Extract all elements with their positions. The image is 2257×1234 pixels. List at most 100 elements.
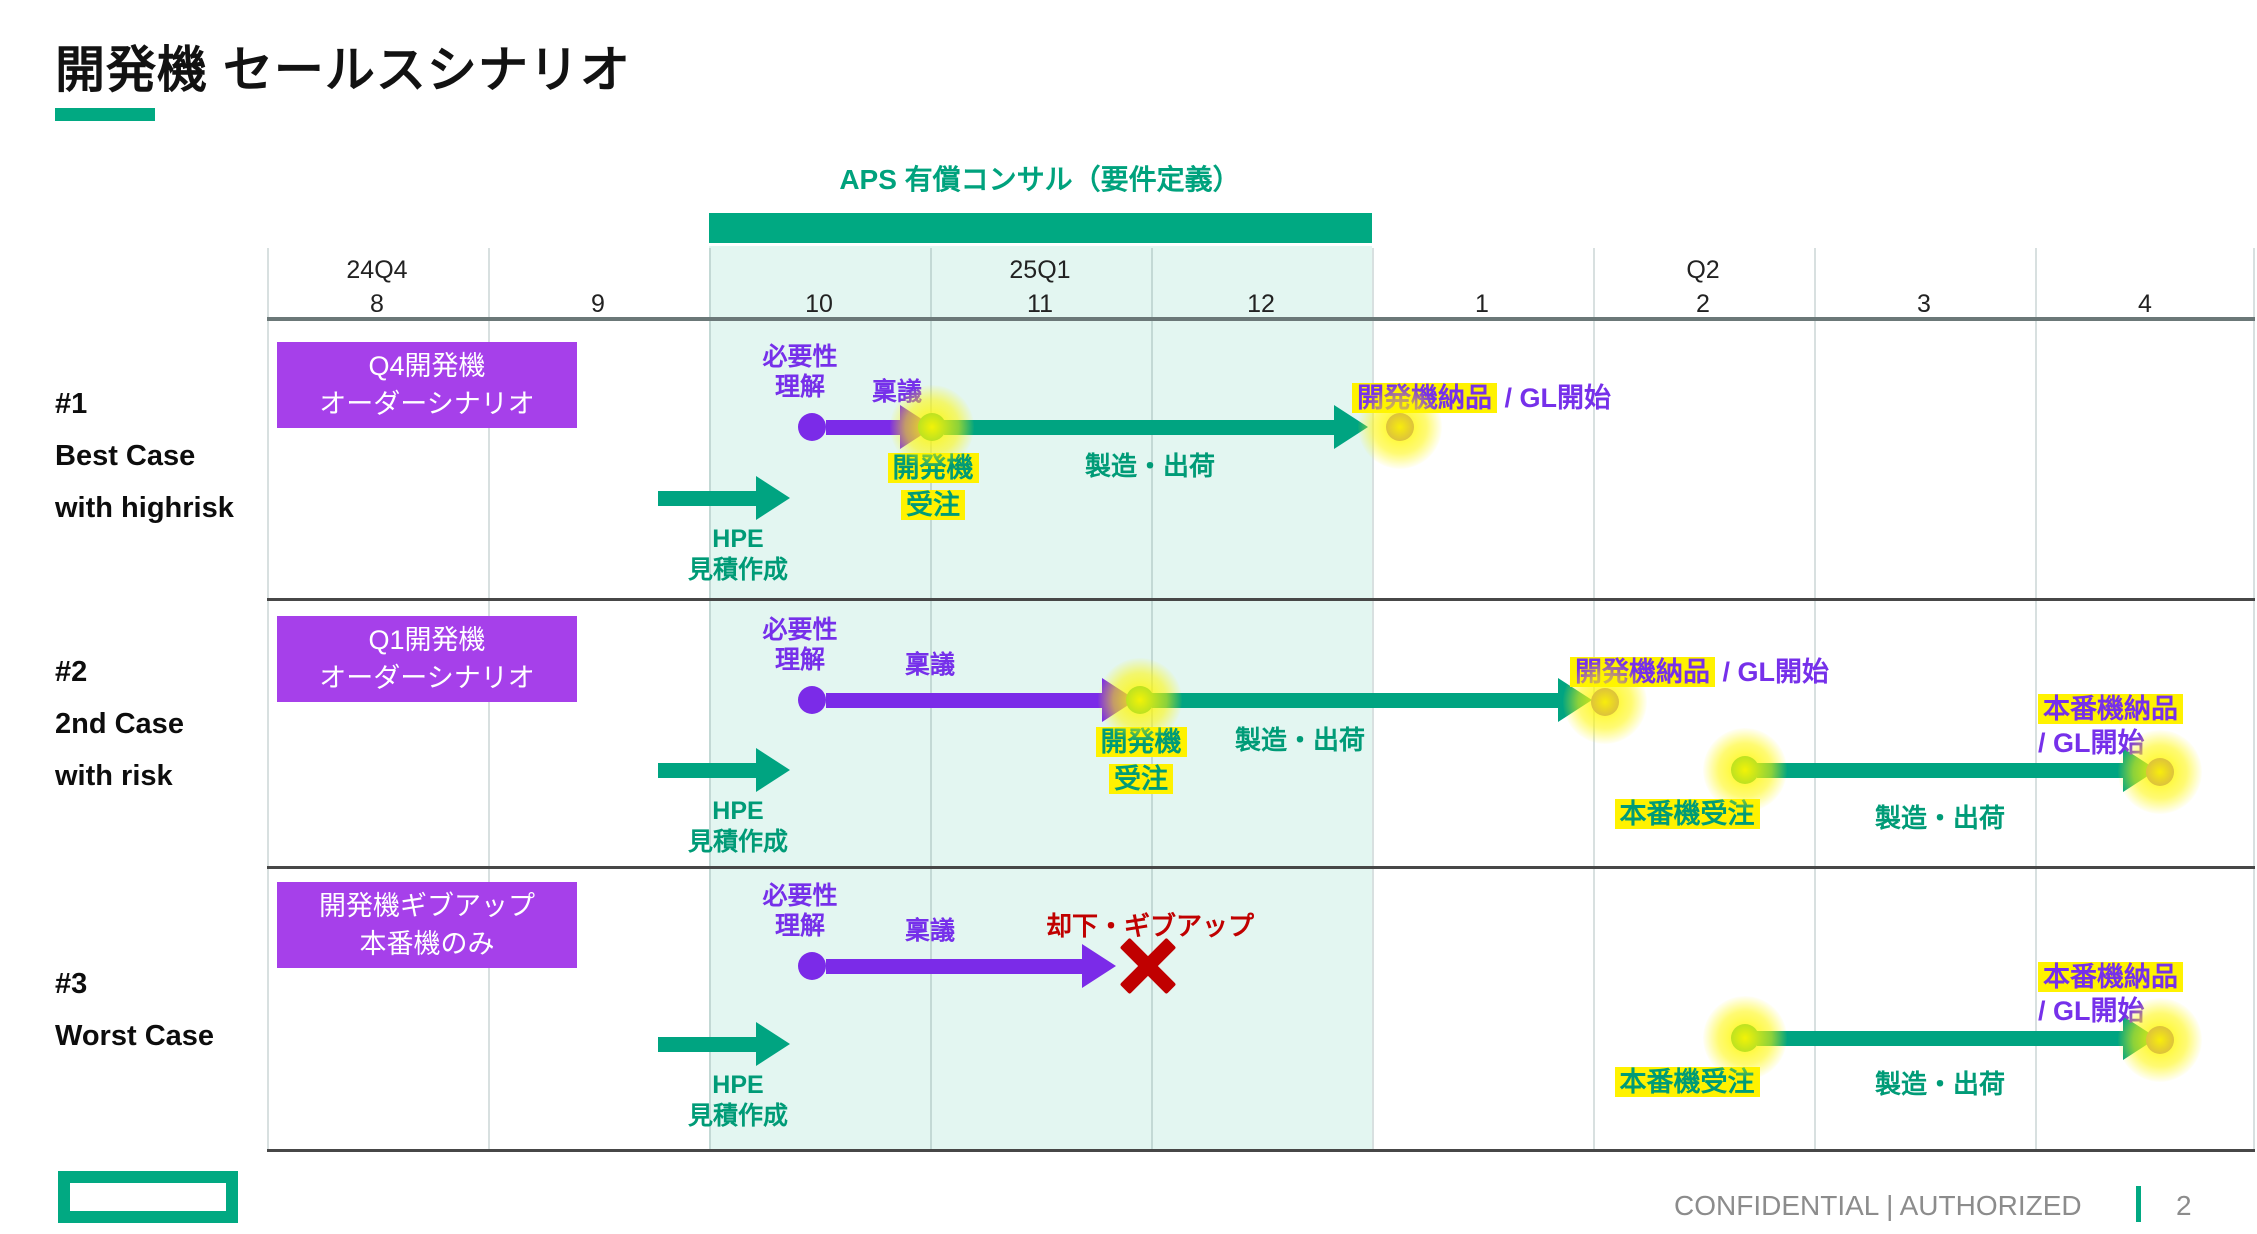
- hpe-quote-arrow: [658, 476, 790, 520]
- gridline: [2035, 248, 2037, 1150]
- approval-arrow: [826, 944, 1116, 988]
- milestone-dot-delivery: [1591, 688, 1619, 716]
- dev-order-line: 受注: [901, 490, 965, 520]
- arrow-shaft: [658, 1036, 756, 1052]
- aps-consulting-label: APS 有償コンサル（要件定義）: [839, 164, 1241, 195]
- scenario-line: 本番機のみ: [359, 929, 495, 959]
- reject-x-icon: [1120, 938, 1176, 994]
- approval-label: 稟議: [905, 917, 956, 945]
- month-label: 3: [1917, 290, 1931, 318]
- month-label: 1: [1475, 290, 1489, 318]
- arrow-shaft: [1757, 762, 2123, 778]
- milestone-dot-prod-order: [1731, 1024, 1759, 1052]
- milestone-dot-delivery: [1386, 413, 1414, 441]
- hpe-quote-label: HPE 見積作成: [648, 1070, 828, 1132]
- month-label: 12: [1247, 290, 1275, 318]
- manufacture-ship-arrow: [1152, 678, 1592, 722]
- arrow-shaft: [826, 958, 1082, 974]
- need-understanding-label: 必要性 理解: [733, 881, 867, 941]
- prod-delivery-highlight: 本番機納品: [2038, 694, 2183, 724]
- arrow-head: [756, 476, 790, 520]
- manufacture-ship-arrow: [944, 405, 1368, 449]
- row-separator: [267, 598, 2255, 601]
- need-line: 理解: [774, 646, 825, 674]
- gridline: [709, 248, 711, 1150]
- scenario-box-q4: Q4開発機 オーダーシナリオ: [277, 342, 577, 428]
- month-label: 8: [370, 290, 384, 318]
- reject-giveup-label: 却下・ギブアップ: [1045, 911, 1254, 941]
- footer-separator-bar: [2136, 1186, 2141, 1222]
- need-line: 必要性: [762, 616, 838, 644]
- need-understanding-label: 必要性 理解: [733, 342, 867, 402]
- scenario-line: 開発機ギブアップ: [319, 891, 535, 921]
- approval-arrow: [826, 678, 1136, 722]
- arrow-head: [1082, 944, 1116, 988]
- case-label-2: #2 2nd Case with risk: [55, 646, 295, 802]
- prod-delivery-highlight: 本番機納品: [2038, 962, 2183, 992]
- manufacture-ship-label: 製造・出荷: [1874, 1069, 2005, 1099]
- arrow-shaft: [1757, 1030, 2123, 1046]
- axis-baseline: [267, 317, 2255, 321]
- row-separator: [267, 866, 2255, 869]
- milestone-dot-need: [798, 413, 826, 441]
- hpe-line: HPE: [712, 1071, 764, 1099]
- scenario-line: オーダーシナリオ: [319, 663, 535, 693]
- row-separator: [267, 1149, 2255, 1152]
- gridline: [267, 248, 269, 1150]
- arrow-head: [756, 1022, 790, 1066]
- hpe-line: 見積作成: [687, 1102, 788, 1130]
- hpe-quote-label: HPE 見積作成: [648, 524, 828, 586]
- arrow-shaft: [1152, 692, 1558, 708]
- hpe-line: 見積作成: [687, 556, 788, 584]
- dev-order-line: 受注: [1109, 764, 1173, 794]
- month-label: 9: [591, 290, 605, 318]
- prod-delivery-label: 本番機納品 / GL開始: [2038, 960, 2183, 1028]
- hpe-line: 見積作成: [687, 828, 788, 856]
- milestone-dot-need: [798, 952, 826, 980]
- milestone-dot-prod-delivery: [2146, 1026, 2174, 1054]
- arrow-head: [756, 748, 790, 792]
- hpe-logo: [58, 1171, 238, 1223]
- dev-order-line: 開発機: [1095, 727, 1187, 757]
- need-line: 必要性: [762, 882, 838, 910]
- gl-start-text: / GL開始: [1715, 657, 1830, 687]
- confidential-label: CONFIDENTIAL | AUTHORIZED: [1674, 1190, 2082, 1221]
- milestone-dot-prod-order: [1731, 756, 1759, 784]
- quarter-label: 25Q1: [1009, 256, 1071, 284]
- need-understanding-label: 必要性 理解: [733, 615, 867, 675]
- scenario-box-q1: Q1開発機 オーダーシナリオ: [277, 616, 577, 702]
- gridline: [2253, 248, 2255, 1150]
- aps-consulting-period-bar: [709, 213, 1372, 243]
- case-line: Best Case: [55, 440, 196, 472]
- arrow-shaft: [826, 419, 900, 435]
- title-accent-bar: [55, 108, 155, 121]
- hpe-line: HPE: [712, 797, 764, 825]
- milestone-dot-need: [798, 686, 826, 714]
- month-label: 10: [805, 290, 833, 318]
- scenario-box-giveup: 開発機ギブアップ 本番機のみ: [277, 882, 577, 968]
- quarter-label: Q2: [1686, 256, 1720, 284]
- milestone-dot-prod-delivery: [2146, 758, 2174, 786]
- month-label: 2: [1696, 290, 1710, 318]
- milestone-dot-order: [1126, 686, 1154, 714]
- scenario-line: Q4開発機: [368, 351, 486, 381]
- case-number: #2: [55, 656, 88, 688]
- quarter-label: 24Q4: [346, 256, 408, 284]
- hpe-quote-label: HPE 見積作成: [648, 796, 828, 858]
- need-line: 必要性: [762, 343, 838, 371]
- page-number: 2: [2176, 1190, 2192, 1221]
- case-line: Worst Case: [55, 1020, 215, 1052]
- case-number: #1: [55, 388, 88, 420]
- arrow-shaft: [826, 692, 1102, 708]
- need-line: 理解: [774, 373, 825, 401]
- manufacture-ship-label: 製造・出荷: [1084, 451, 1215, 481]
- hpe-quote-arrow: [658, 748, 790, 792]
- manufacture-ship-label: 製造・出荷: [1234, 725, 1365, 755]
- case-label-1: #1 Best Case with highrisk: [55, 378, 295, 534]
- dev-order-label: 開発機 受注: [1066, 724, 1216, 798]
- case-label-3: #3 Worst Case: [55, 958, 295, 1062]
- case-line: with risk: [55, 760, 173, 792]
- case-line: with highrisk: [55, 492, 234, 524]
- month-label: 11: [1027, 290, 1053, 318]
